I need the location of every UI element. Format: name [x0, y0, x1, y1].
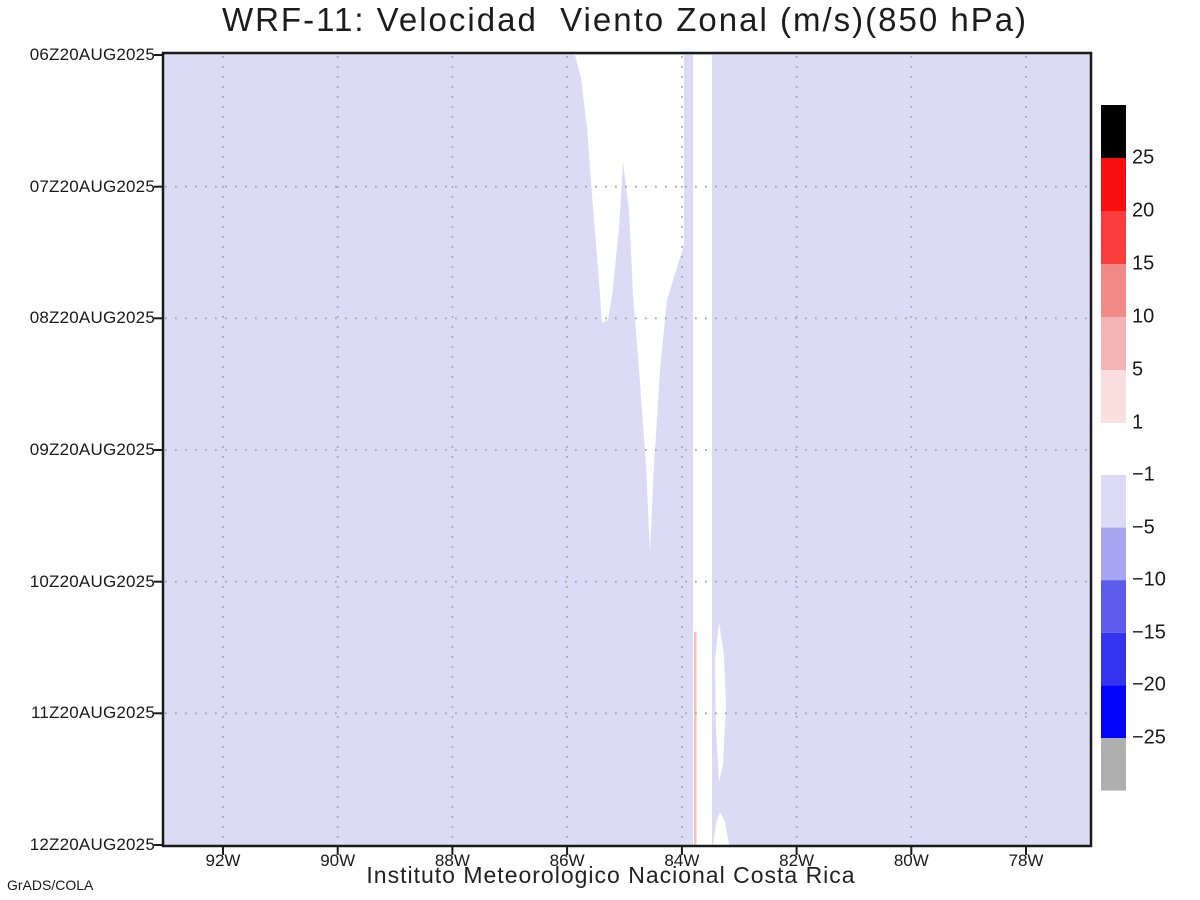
colorbar-label-positive: 20 [1132, 199, 1155, 222]
colorbar-label-negative: −15 [1132, 621, 1166, 644]
y-axis-label: 06Z20AUG2025 [29, 45, 155, 64]
no-data-sliver [715, 622, 726, 782]
colorbar-box-negative [1101, 527, 1126, 581]
colorbar-box-negative [1101, 738, 1126, 791]
axis-ticks [154, 54, 1027, 855]
x-axis-label: 84W [664, 851, 700, 870]
grads-credit: GrADS/COLA [7, 877, 94, 893]
no-data-notch [713, 812, 729, 845]
y-axis-label: 10Z20AUG2025 [29, 571, 155, 591]
x-axis-label: 80W [893, 851, 929, 870]
colorbar-label-negative: −25 [1132, 726, 1166, 749]
x-axis-label: 90W [320, 851, 356, 870]
y-axis-label: 12Z20AUG2025 [29, 835, 155, 854]
colorbar-box-negative [1101, 580, 1126, 633]
colorbar-box-positive [1101, 211, 1126, 264]
gridlines [165, 56, 1089, 844]
positive-wind-line [694, 632, 697, 845]
y-axis-label: 09Z20AUG2025 [29, 440, 155, 459]
colorbar-box-negative [1101, 632, 1126, 686]
no-data-band [693, 55, 712, 846]
institute-caption: Instituto Meteorologico Nacional Costa R… [366, 862, 856, 888]
chart-title: WRF-11: Velocidad Viento Zonal (m/s)(850… [221, 1, 1029, 38]
colorbar-box-positive [1101, 370, 1126, 423]
colorbar-box-negative [1101, 685, 1126, 738]
no-data-lobe [575, 55, 684, 552]
colorbar-box-positive [1101, 158, 1126, 211]
colorbar [1101, 105, 1126, 791]
colorbar-box-positive [1101, 317, 1126, 370]
plot-frame [161, 51, 1093, 848]
colorbar-label-negative: −5 [1132, 516, 1155, 539]
colorbar-label-negative: −1 [1132, 463, 1155, 486]
y-axis-label: 08Z20AUG2025 [29, 308, 155, 328]
colorbar-box-negative [1101, 475, 1126, 528]
colorbar-label-positive: 5 [1132, 358, 1144, 381]
colorbar-label-positive: 10 [1132, 305, 1155, 328]
colorbar-label-positive: 15 [1132, 252, 1155, 275]
colorbar-box-positive [1101, 105, 1126, 158]
y-axis-label: 07Z20AUG2025 [29, 176, 155, 196]
colorbar-label-positive: 1 [1132, 411, 1144, 434]
colorbar-label-positive: 25 [1132, 146, 1155, 169]
y-axis-label: 11Z20AUG2025 [31, 703, 155, 723]
x-axis-label: 92W [205, 851, 241, 870]
colorbar-label-negative: −10 [1132, 568, 1166, 591]
x-axis-label: 82W [779, 851, 815, 870]
x-axis-label: 86W [549, 851, 585, 870]
x-axis-label: 78W [1008, 851, 1044, 870]
colorbar-box-positive [1101, 264, 1126, 317]
colorbar-label-negative: −20 [1132, 673, 1166, 696]
x-axis-label: 88W [434, 851, 470, 870]
no-data-regions [575, 55, 729, 846]
